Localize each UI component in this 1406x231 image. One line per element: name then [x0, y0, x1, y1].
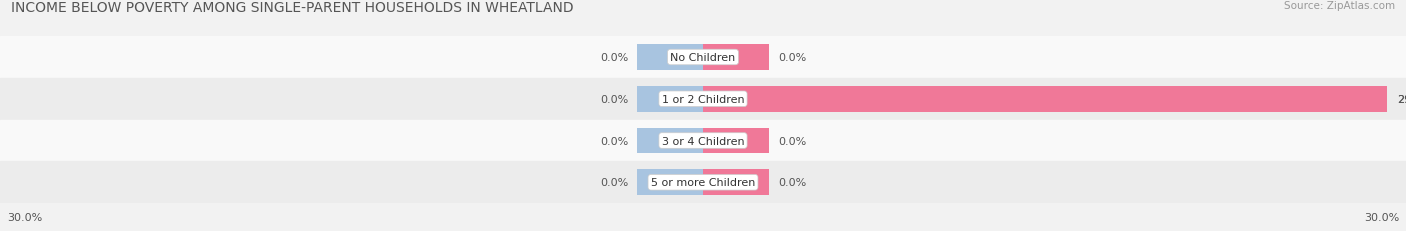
Text: 1 or 2 Children: 1 or 2 Children — [662, 94, 744, 104]
Text: 0.0%: 0.0% — [600, 177, 628, 188]
Bar — [0, 162, 1406, 203]
Bar — [703, 128, 769, 154]
Bar — [637, 86, 703, 112]
Text: 29.2%: 29.2% — [1396, 94, 1406, 104]
Bar — [637, 170, 703, 195]
Text: Source: ZipAtlas.com: Source: ZipAtlas.com — [1284, 1, 1395, 11]
Bar — [703, 45, 769, 71]
Text: 0.0%: 0.0% — [778, 177, 806, 188]
Bar — [703, 170, 769, 195]
Text: 30.0%: 30.0% — [7, 213, 42, 222]
Text: 30.0%: 30.0% — [1364, 213, 1399, 222]
Text: 0.0%: 0.0% — [600, 94, 628, 104]
Text: INCOME BELOW POVERTY AMONG SINGLE-PARENT HOUSEHOLDS IN WHEATLAND: INCOME BELOW POVERTY AMONG SINGLE-PARENT… — [11, 1, 574, 15]
Text: 5 or more Children: 5 or more Children — [651, 177, 755, 188]
Bar — [703, 86, 1388, 112]
Bar — [0, 79, 1406, 120]
Text: 3 or 4 Children: 3 or 4 Children — [662, 136, 744, 146]
Text: 0.0%: 0.0% — [600, 53, 628, 63]
Text: 0.0%: 0.0% — [600, 136, 628, 146]
Bar — [0, 37, 1406, 79]
Text: 0.0%: 0.0% — [778, 53, 806, 63]
Text: 29.2%: 29.2% — [1396, 94, 1406, 104]
Bar — [637, 45, 703, 71]
Bar — [0, 120, 1406, 162]
Text: No Children: No Children — [671, 53, 735, 63]
Bar — [637, 128, 703, 154]
Text: 0.0%: 0.0% — [778, 136, 806, 146]
